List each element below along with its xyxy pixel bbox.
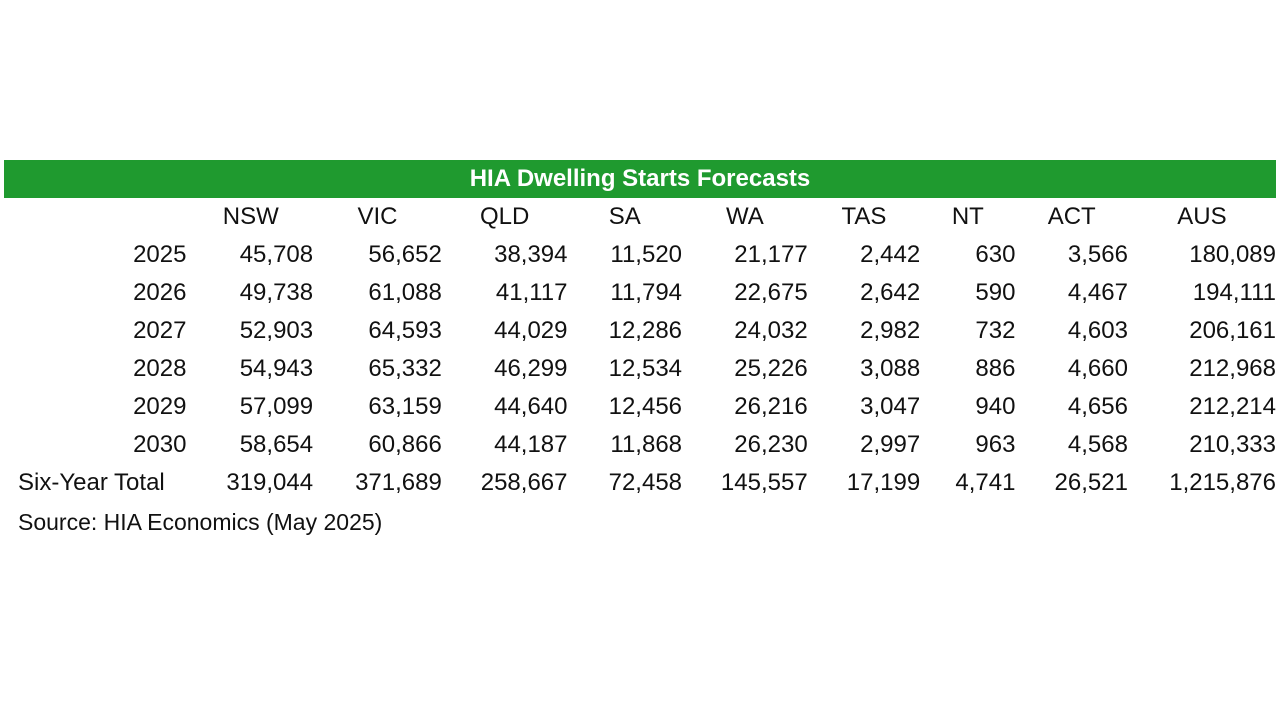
row-label: 2029 (133, 393, 187, 420)
row-label: 2027 (133, 317, 187, 344)
table-cell: 2,997 (860, 431, 921, 458)
table-cell: 21,177 (734, 241, 808, 268)
table-cell: 12,456 (608, 393, 683, 420)
table-cell: 57,099 (239, 393, 314, 420)
table-cell: 44,187 (494, 431, 568, 458)
table-cell: 3,047 (860, 393, 921, 420)
table-cell: 26,216 (734, 393, 808, 420)
table-cell: 4,568 (1067, 431, 1128, 458)
table-cell: 54,943 (239, 355, 314, 382)
table-row: 2029 57,099 63,159 44,640 12,456 26,216 … (4, 388, 1276, 426)
table-cell: 65,332 (368, 355, 442, 382)
table-cell: 212,968 (1189, 355, 1276, 382)
table-cell: 38,394 (494, 241, 568, 268)
table-cell: 194,111 (1192, 279, 1276, 306)
column-header: QLD (479, 203, 530, 230)
header-blank-cell (4, 198, 188, 236)
total-cell: 145,557 (720, 469, 808, 496)
table-cell: 56,652 (368, 241, 442, 268)
total-label: Six-Year Total (18, 469, 165, 496)
source-note: Source: HIA Economics (May 2025) (18, 509, 383, 535)
table-cell: 963 (975, 431, 1016, 458)
table-cell: 630 (975, 241, 1016, 268)
table-cell: 52,903 (239, 317, 314, 344)
row-label: 2026 (133, 279, 187, 306)
row-label: 2030 (133, 431, 187, 458)
table-cell: 2,642 (860, 279, 921, 306)
table-cell: 732 (975, 317, 1016, 344)
table-cell: 44,029 (494, 317, 568, 344)
column-header: NSW (222, 203, 279, 230)
table-cell: 2,442 (860, 241, 921, 268)
table-cell: 26,230 (734, 431, 808, 458)
total-cell: 371,689 (355, 469, 442, 496)
table-title: HIA Dwelling Starts Forecasts (4, 160, 1276, 198)
table-cell: 12,534 (608, 355, 683, 382)
table-cell: 2,982 (860, 317, 921, 344)
table-cell: 12,286 (608, 317, 683, 344)
table-row: 2027 52,903 64,593 44,029 12,286 24,032 … (4, 312, 1276, 350)
table-row: 2026 49,738 61,088 41,117 11,794 22,675 … (4, 274, 1276, 312)
column-header: AUS (1177, 203, 1227, 230)
column-header: WA (725, 203, 764, 230)
table-cell: 3,566 (1067, 241, 1128, 268)
table-row: 2025 45,708 56,652 38,394 11,520 21,177 … (4, 236, 1276, 274)
table-cell: 61,088 (368, 279, 442, 306)
table-cell: 11,868 (610, 431, 683, 458)
column-header: SA (608, 203, 641, 230)
table-cell: 590 (975, 279, 1016, 306)
table-cell: 49,738 (239, 279, 314, 306)
table-row: 2028 54,943 65,332 46,299 12,534 25,226 … (4, 350, 1276, 388)
table-cell: 24,032 (734, 317, 808, 344)
total-cell: 1,215,876 (1169, 469, 1276, 496)
table-row: 2030 58,654 60,866 44,187 11,868 26,230 … (4, 426, 1276, 464)
table-cell: 4,660 (1067, 355, 1128, 382)
table-cell: 11,794 (610, 279, 683, 306)
header-row: NSW VIC QLD SA WA TAS NT ACT AUS (4, 198, 1276, 236)
table-cell: 60,866 (368, 431, 442, 458)
row-label: 2028 (133, 355, 187, 382)
table-cell: 64,593 (368, 317, 442, 344)
table-cell: 886 (975, 355, 1016, 382)
total-cell: 4,741 (955, 469, 1016, 496)
column-header: NT (951, 203, 984, 230)
table-cell: 212,214 (1189, 393, 1276, 420)
row-label: 2025 (133, 241, 187, 268)
table-cell: 210,333 (1189, 431, 1276, 458)
table-cell: 63,159 (368, 393, 442, 420)
table-cell: 41,117 (495, 279, 568, 306)
table-cell: 4,603 (1067, 317, 1128, 344)
table-cell: 44,640 (494, 393, 568, 420)
table-cell: 940 (975, 393, 1016, 420)
table-cell: 46,299 (494, 355, 568, 382)
total-cell: 72,458 (608, 469, 683, 496)
column-header: TAS (841, 203, 887, 230)
table-cell: 4,467 (1067, 279, 1128, 306)
table-cell: 3,088 (860, 355, 921, 382)
table-cell: 4,656 (1067, 393, 1128, 420)
table-cell: 206,161 (1189, 317, 1276, 344)
total-cell: 17,199 (846, 469, 921, 496)
total-cell: 258,667 (480, 469, 568, 496)
column-header: VIC (357, 203, 398, 230)
forecast-table: NSW VIC QLD SA WA TAS NT ACT AUS 2025 45… (4, 198, 1276, 502)
total-row: Six-Year Total 319,044 371,689 258,667 7… (4, 464, 1276, 502)
table-cell: 11,520 (610, 241, 683, 268)
table-cell: 180,089 (1189, 241, 1276, 268)
total-cell: 319,044 (226, 469, 314, 496)
column-header: ACT (1047, 203, 1096, 230)
table-cell: 58,654 (239, 431, 314, 458)
total-cell: 26,521 (1054, 469, 1128, 496)
table-cell: 45,708 (239, 241, 314, 268)
table-cell: 25,226 (734, 355, 808, 382)
table-cell: 22,675 (734, 279, 808, 306)
